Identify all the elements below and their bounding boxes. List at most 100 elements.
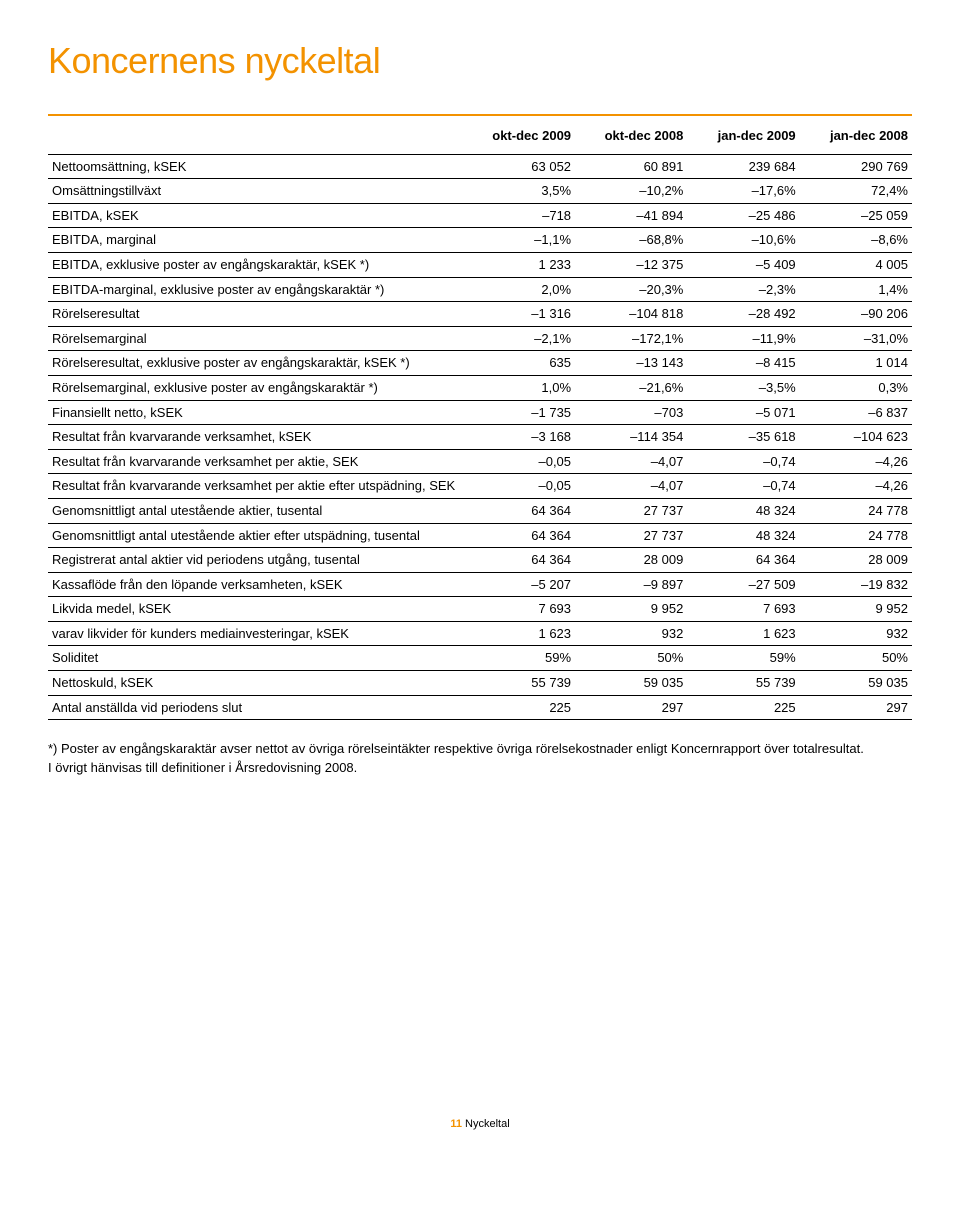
cell: 55 739 xyxy=(687,671,799,696)
cell: –68,8% xyxy=(575,228,687,253)
table-header-row: okt-dec 2009 okt-dec 2008 jan-dec 2009 j… xyxy=(48,122,912,154)
cell: –27 509 xyxy=(687,572,799,597)
cell: –1 316 xyxy=(463,302,575,327)
row-label: Nettoomsättning, kSEK xyxy=(48,154,463,179)
footer-section: Nyckeltal xyxy=(465,1118,510,1130)
page-title: Koncernens nyckeltal xyxy=(48,40,912,82)
accent-rule xyxy=(48,114,912,116)
row-label: Rörelseresultat, exklusive poster av eng… xyxy=(48,351,463,376)
cell: –2,1% xyxy=(463,326,575,351)
cell: –6 837 xyxy=(800,400,912,425)
cell: –0,05 xyxy=(463,449,575,474)
row-label: Resultat från kvarvarande verksamhet per… xyxy=(48,474,463,499)
cell: 72,4% xyxy=(800,179,912,204)
cell: 55 739 xyxy=(463,671,575,696)
cell: 64 364 xyxy=(463,523,575,548)
table-row: Registrerat antal aktier vid periodens u… xyxy=(48,548,912,573)
table-row: Kassaflöde från den löpande verksamheten… xyxy=(48,572,912,597)
cell: 64 364 xyxy=(463,548,575,573)
row-label: Genomsnittligt antal utestående aktier e… xyxy=(48,523,463,548)
row-label: Rörelsemarginal xyxy=(48,326,463,351)
cell: –5 207 xyxy=(463,572,575,597)
table-row: Rörelsemarginal–2,1%–172,1%–11,9%–31,0% xyxy=(48,326,912,351)
cell: 50% xyxy=(800,646,912,671)
cell: –8 415 xyxy=(687,351,799,376)
cell: –1 735 xyxy=(463,400,575,425)
cell: 60 891 xyxy=(575,154,687,179)
cell: 4 005 xyxy=(800,252,912,277)
table-row: Likvida medel, kSEK7 6939 9527 6939 952 xyxy=(48,597,912,622)
cell: –28 492 xyxy=(687,302,799,327)
cell: –17,6% xyxy=(687,179,799,204)
footnote-line-2: I övrigt hänvisas till definitioner i År… xyxy=(48,760,357,775)
table-row: EBITDA-marginal, exklusive poster av eng… xyxy=(48,277,912,302)
cell: 0,3% xyxy=(800,375,912,400)
cell: –718 xyxy=(463,203,575,228)
cell: –1,1% xyxy=(463,228,575,253)
cell: –13 143 xyxy=(575,351,687,376)
cell: 297 xyxy=(575,695,687,720)
cell: –5 071 xyxy=(687,400,799,425)
cell: –104 623 xyxy=(800,425,912,450)
table-row: Omsättningstillväxt3,5%–10,2%–17,6%72,4% xyxy=(48,179,912,204)
cell: –11,9% xyxy=(687,326,799,351)
cell: –9 897 xyxy=(575,572,687,597)
cell: 1 623 xyxy=(687,621,799,646)
cell: –4,07 xyxy=(575,449,687,474)
table-row: EBITDA, marginal–1,1%–68,8%–10,6%–8,6% xyxy=(48,228,912,253)
row-label: Antal anställda vid periodens slut xyxy=(48,695,463,720)
table-row: Nettoskuld, kSEK55 73959 03555 73959 035 xyxy=(48,671,912,696)
table-row: varav likvider för kunders mediainvester… xyxy=(48,621,912,646)
cell: –4,07 xyxy=(575,474,687,499)
cell: –4,26 xyxy=(800,474,912,499)
footnote-line-1: *) Poster av engångskaraktär avser netto… xyxy=(48,741,864,756)
cell: –3,5% xyxy=(687,375,799,400)
table-row: Soliditet59%50%59%50% xyxy=(48,646,912,671)
cell: –0,05 xyxy=(463,474,575,499)
cell: 24 778 xyxy=(800,523,912,548)
table-row: EBITDA, kSEK–718–41 894–25 486–25 059 xyxy=(48,203,912,228)
cell: 27 737 xyxy=(575,498,687,523)
cell: 290 769 xyxy=(800,154,912,179)
table-row: Rörelseresultat, exklusive poster av eng… xyxy=(48,351,912,376)
table-row: Resultat från kvarvarande verksamhet per… xyxy=(48,449,912,474)
cell: –10,2% xyxy=(575,179,687,204)
row-label: Registrerat antal aktier vid periodens u… xyxy=(48,548,463,573)
row-label: Kassaflöde från den löpande verksamheten… xyxy=(48,572,463,597)
row-label: Genomsnittligt antal utestående aktier, … xyxy=(48,498,463,523)
cell: 63 052 xyxy=(463,154,575,179)
cell: –90 206 xyxy=(800,302,912,327)
cell: –4,26 xyxy=(800,449,912,474)
row-label: EBITDA, exklusive poster av engångskarak… xyxy=(48,252,463,277)
cell: 932 xyxy=(575,621,687,646)
cell: –114 354 xyxy=(575,425,687,450)
page-number: 11 xyxy=(450,1118,462,1130)
row-label: EBITDA, marginal xyxy=(48,228,463,253)
table-row: Nettoomsättning, kSEK63 05260 891239 684… xyxy=(48,154,912,179)
cell: 24 778 xyxy=(800,498,912,523)
cell: 239 684 xyxy=(687,154,799,179)
page-footer: 11 Nyckeltal xyxy=(48,1118,912,1130)
cell: –25 486 xyxy=(687,203,799,228)
cell: 7 693 xyxy=(687,597,799,622)
cell: 3,5% xyxy=(463,179,575,204)
cell: 7 693 xyxy=(463,597,575,622)
cell: 9 952 xyxy=(800,597,912,622)
footnote: *) Poster av engångskaraktär avser netto… xyxy=(48,740,912,778)
cell: 59 035 xyxy=(800,671,912,696)
row-label: Finansiellt netto, kSEK xyxy=(48,400,463,425)
kpi-table: okt-dec 2009 okt-dec 2008 jan-dec 2009 j… xyxy=(48,122,912,720)
row-label: Rörelseresultat xyxy=(48,302,463,327)
cell: 1 623 xyxy=(463,621,575,646)
cell: –104 818 xyxy=(575,302,687,327)
cell: 59% xyxy=(463,646,575,671)
table-row: Resultat från kvarvarande verksamhet per… xyxy=(48,474,912,499)
cell: –20,3% xyxy=(575,277,687,302)
cell: –5 409 xyxy=(687,252,799,277)
table-row: Rörelseresultat–1 316–104 818–28 492–90 … xyxy=(48,302,912,327)
table-row: Rörelsemarginal, exklusive poster av eng… xyxy=(48,375,912,400)
cell: 1,0% xyxy=(463,375,575,400)
cell: 9 952 xyxy=(575,597,687,622)
row-label: Resultat från kvarvarande verksamhet, kS… xyxy=(48,425,463,450)
cell: 1,4% xyxy=(800,277,912,302)
